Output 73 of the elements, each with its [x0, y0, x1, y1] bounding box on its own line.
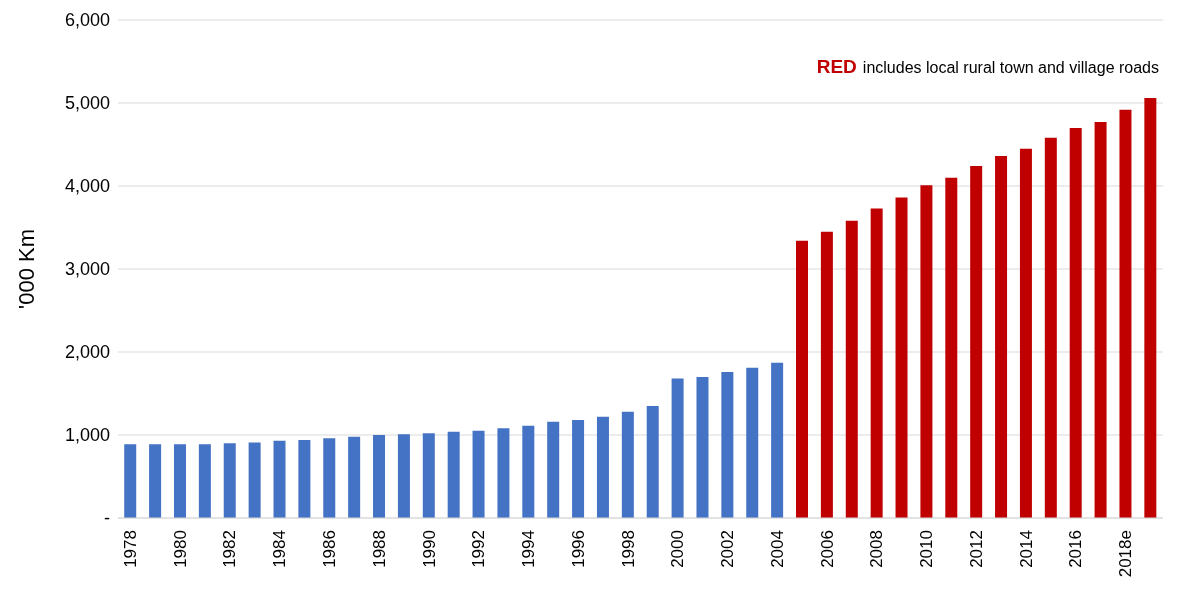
bar — [522, 425, 535, 518]
bar — [920, 185, 933, 518]
x-tick-label: 2010 — [917, 530, 937, 568]
bar — [796, 240, 809, 518]
x-tick-label: 2002 — [718, 530, 738, 568]
bar — [1094, 122, 1107, 518]
bar — [572, 420, 585, 518]
bar — [124, 444, 137, 518]
bar — [820, 231, 833, 518]
bar — [1019, 148, 1032, 518]
bar — [348, 436, 361, 518]
y-tick-label: 2,000 — [64, 342, 110, 363]
bar — [596, 416, 609, 518]
y-tick-label: 4,000 — [64, 176, 110, 197]
bar — [198, 444, 211, 518]
bar — [995, 156, 1008, 518]
x-tick-label: 1988 — [369, 530, 389, 568]
x-tick-label: 2016 — [1066, 530, 1086, 568]
x-tick-label: 1982 — [220, 530, 240, 568]
bar — [422, 433, 435, 518]
y-axis-title: '000 Km — [13, 228, 39, 310]
bar — [671, 378, 684, 518]
bar — [1119, 109, 1132, 518]
x-tick-label: 1992 — [469, 530, 489, 568]
x-tick-label: 1990 — [419, 530, 439, 568]
x-tick-label: 1984 — [270, 530, 290, 568]
y-tick-label: 6,000 — [64, 10, 110, 31]
x-tick-label: 1986 — [319, 530, 339, 568]
bar — [373, 435, 386, 518]
bar — [223, 443, 236, 518]
bar — [248, 442, 261, 518]
bar — [696, 376, 709, 518]
x-tick-label: 1978 — [120, 530, 140, 568]
bar — [970, 166, 983, 518]
bar — [472, 430, 485, 518]
bar — [845, 220, 858, 518]
bar — [447, 431, 460, 518]
bar — [1069, 127, 1082, 518]
bar — [547, 421, 560, 518]
bar — [273, 440, 286, 518]
x-tick-label: 2000 — [668, 530, 688, 568]
bar — [870, 208, 883, 518]
bar — [497, 428, 510, 518]
x-tick-label: 1996 — [568, 530, 588, 568]
x-tick-label: 1980 — [170, 530, 190, 568]
annotation: RED — [816, 56, 857, 77]
bar — [746, 367, 759, 518]
bar — [771, 362, 784, 518]
x-tick-label: 2006 — [817, 530, 837, 568]
y-tick-label: 5,000 — [64, 93, 110, 114]
x-tick-label: 2012 — [966, 530, 986, 568]
y-tick-label: - — [104, 508, 110, 529]
bar — [298, 439, 311, 518]
y-tick-label: 1,000 — [64, 425, 110, 446]
annotation: includes local rural town and village roads — [862, 59, 1159, 76]
bar — [1044, 137, 1057, 518]
x-tick-label: 2008 — [867, 530, 887, 568]
x-tick-label: 2004 — [767, 530, 787, 568]
bar — [895, 197, 908, 518]
bar — [173, 444, 186, 518]
bar — [621, 411, 634, 518]
x-tick-label: 2018e — [1116, 530, 1136, 578]
bar — [1144, 98, 1157, 518]
bar — [945, 177, 958, 518]
y-tick-label: 3,000 — [64, 259, 110, 280]
x-tick-label: 1998 — [618, 530, 638, 568]
bar — [323, 438, 336, 518]
bar — [149, 444, 162, 518]
x-tick-label: 1994 — [519, 530, 539, 568]
bar — [397, 434, 410, 518]
bar — [721, 371, 734, 518]
x-tick-label: 2014 — [1016, 530, 1036, 568]
bar — [646, 405, 659, 518]
